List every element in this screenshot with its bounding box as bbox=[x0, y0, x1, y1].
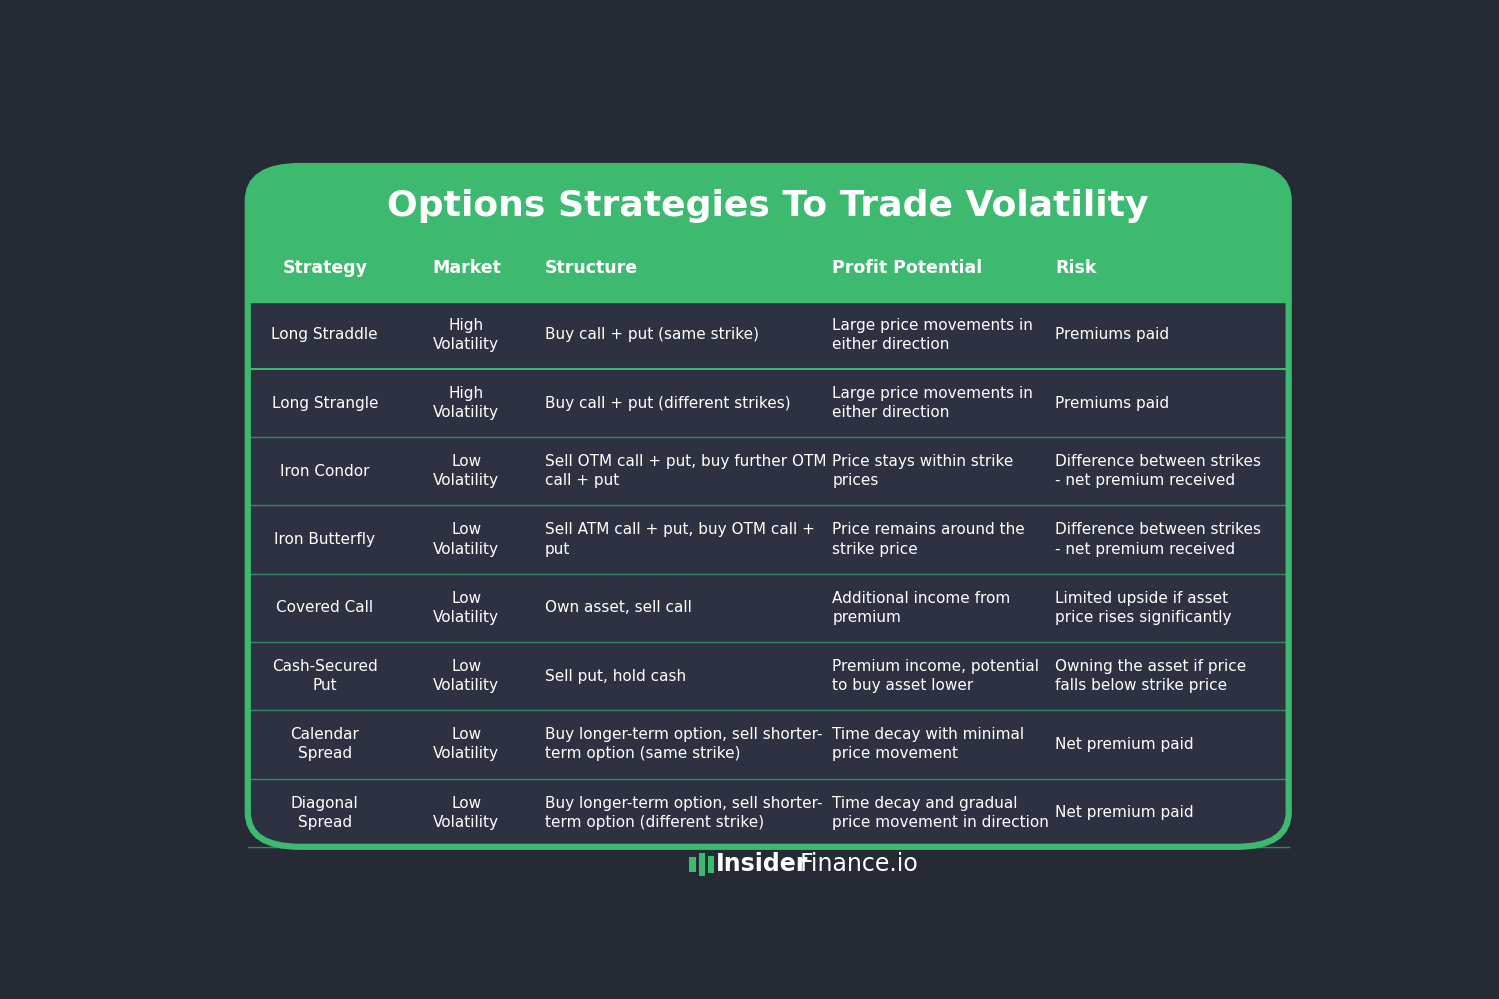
Bar bbox=[247, 234, 1289, 301]
Text: Cash-Secured
Put: Cash-Secured Put bbox=[271, 659, 378, 693]
Text: Iron Butterfly: Iron Butterfly bbox=[274, 532, 375, 547]
Text: Large price movements in
either direction: Large price movements in either directio… bbox=[832, 386, 1033, 421]
Text: Price remains around the
strike price: Price remains around the strike price bbox=[832, 522, 1025, 556]
Text: Calendar
Spread: Calendar Spread bbox=[291, 727, 360, 761]
Text: Premium income, potential
to buy asset lower: Premium income, potential to buy asset l… bbox=[832, 659, 1039, 693]
Text: Covered Call: Covered Call bbox=[276, 600, 373, 615]
Text: Low
Volatility: Low Volatility bbox=[433, 795, 499, 830]
Text: Difference between strikes
- net premium received: Difference between strikes - net premium… bbox=[1055, 522, 1261, 556]
Text: Time decay and gradual
price movement in direction: Time decay and gradual price movement in… bbox=[832, 795, 1049, 830]
Text: Buy call + put (different strikes): Buy call + put (different strikes) bbox=[544, 396, 790, 411]
Text: Low
Volatility: Low Volatility bbox=[433, 590, 499, 625]
Text: Options Strategies To Trade Volatility: Options Strategies To Trade Volatility bbox=[387, 190, 1150, 224]
Text: Buy longer-term option, sell shorter-
term option (same strike): Buy longer-term option, sell shorter- te… bbox=[544, 727, 823, 761]
Bar bbox=[699, 853, 705, 876]
Text: High
Volatility: High Volatility bbox=[433, 386, 499, 421]
Text: High
Volatility: High Volatility bbox=[433, 318, 499, 352]
Text: Limited upside if asset
price rises significantly: Limited upside if asset price rises sign… bbox=[1055, 590, 1231, 625]
Text: Low
Volatility: Low Volatility bbox=[433, 455, 499, 489]
Text: Diagonal
Spread: Diagonal Spread bbox=[291, 795, 358, 830]
Text: Strategy: Strategy bbox=[282, 260, 367, 278]
Text: Low
Volatility: Low Volatility bbox=[433, 659, 499, 693]
Text: Buy call + put (same strike): Buy call + put (same strike) bbox=[544, 328, 758, 343]
Bar bbox=[708, 856, 714, 873]
Text: Structure: Structure bbox=[544, 260, 639, 278]
Text: Time decay with minimal
price movement: Time decay with minimal price movement bbox=[832, 727, 1024, 761]
Text: Low
Volatility: Low Volatility bbox=[433, 727, 499, 761]
Text: Market: Market bbox=[432, 260, 501, 278]
Text: Own asset, sell call: Own asset, sell call bbox=[544, 600, 691, 615]
Text: Net premium paid: Net premium paid bbox=[1055, 805, 1193, 820]
Text: Profit Potential: Profit Potential bbox=[832, 260, 982, 278]
FancyBboxPatch shape bbox=[247, 166, 1289, 847]
Text: Premiums paid: Premiums paid bbox=[1055, 328, 1169, 343]
Text: Finance.io: Finance.io bbox=[799, 852, 919, 876]
Text: Additional income from
premium: Additional income from premium bbox=[832, 590, 1010, 625]
Text: Premiums paid: Premiums paid bbox=[1055, 396, 1169, 411]
Text: Sell OTM call + put, buy further OTM
call + put: Sell OTM call + put, buy further OTM cal… bbox=[544, 455, 826, 489]
Text: Sell put, hold cash: Sell put, hold cash bbox=[544, 668, 687, 683]
Text: Large price movements in
either direction: Large price movements in either directio… bbox=[832, 318, 1033, 352]
Text: Long Straddle: Long Straddle bbox=[271, 328, 378, 343]
Text: Buy longer-term option, sell shorter-
term option (different strike): Buy longer-term option, sell shorter- te… bbox=[544, 795, 823, 830]
Text: Long Strangle: Long Strangle bbox=[271, 396, 378, 411]
Text: Risk: Risk bbox=[1055, 260, 1096, 278]
Text: Price stays within strike
prices: Price stays within strike prices bbox=[832, 455, 1013, 489]
Bar bbox=[690, 857, 696, 872]
Text: Low
Volatility: Low Volatility bbox=[433, 522, 499, 556]
Text: Net premium paid: Net premium paid bbox=[1055, 737, 1193, 752]
FancyBboxPatch shape bbox=[247, 166, 1289, 301]
Text: Insider: Insider bbox=[717, 852, 808, 876]
Text: Sell ATM call + put, buy OTM call +
put: Sell ATM call + put, buy OTM call + put bbox=[544, 522, 815, 556]
Text: Difference between strikes
- net premium received: Difference between strikes - net premium… bbox=[1055, 455, 1261, 489]
Text: Iron Condor: Iron Condor bbox=[280, 464, 370, 479]
Text: Owning the asset if price
falls below strike price: Owning the asset if price falls below st… bbox=[1055, 659, 1246, 693]
